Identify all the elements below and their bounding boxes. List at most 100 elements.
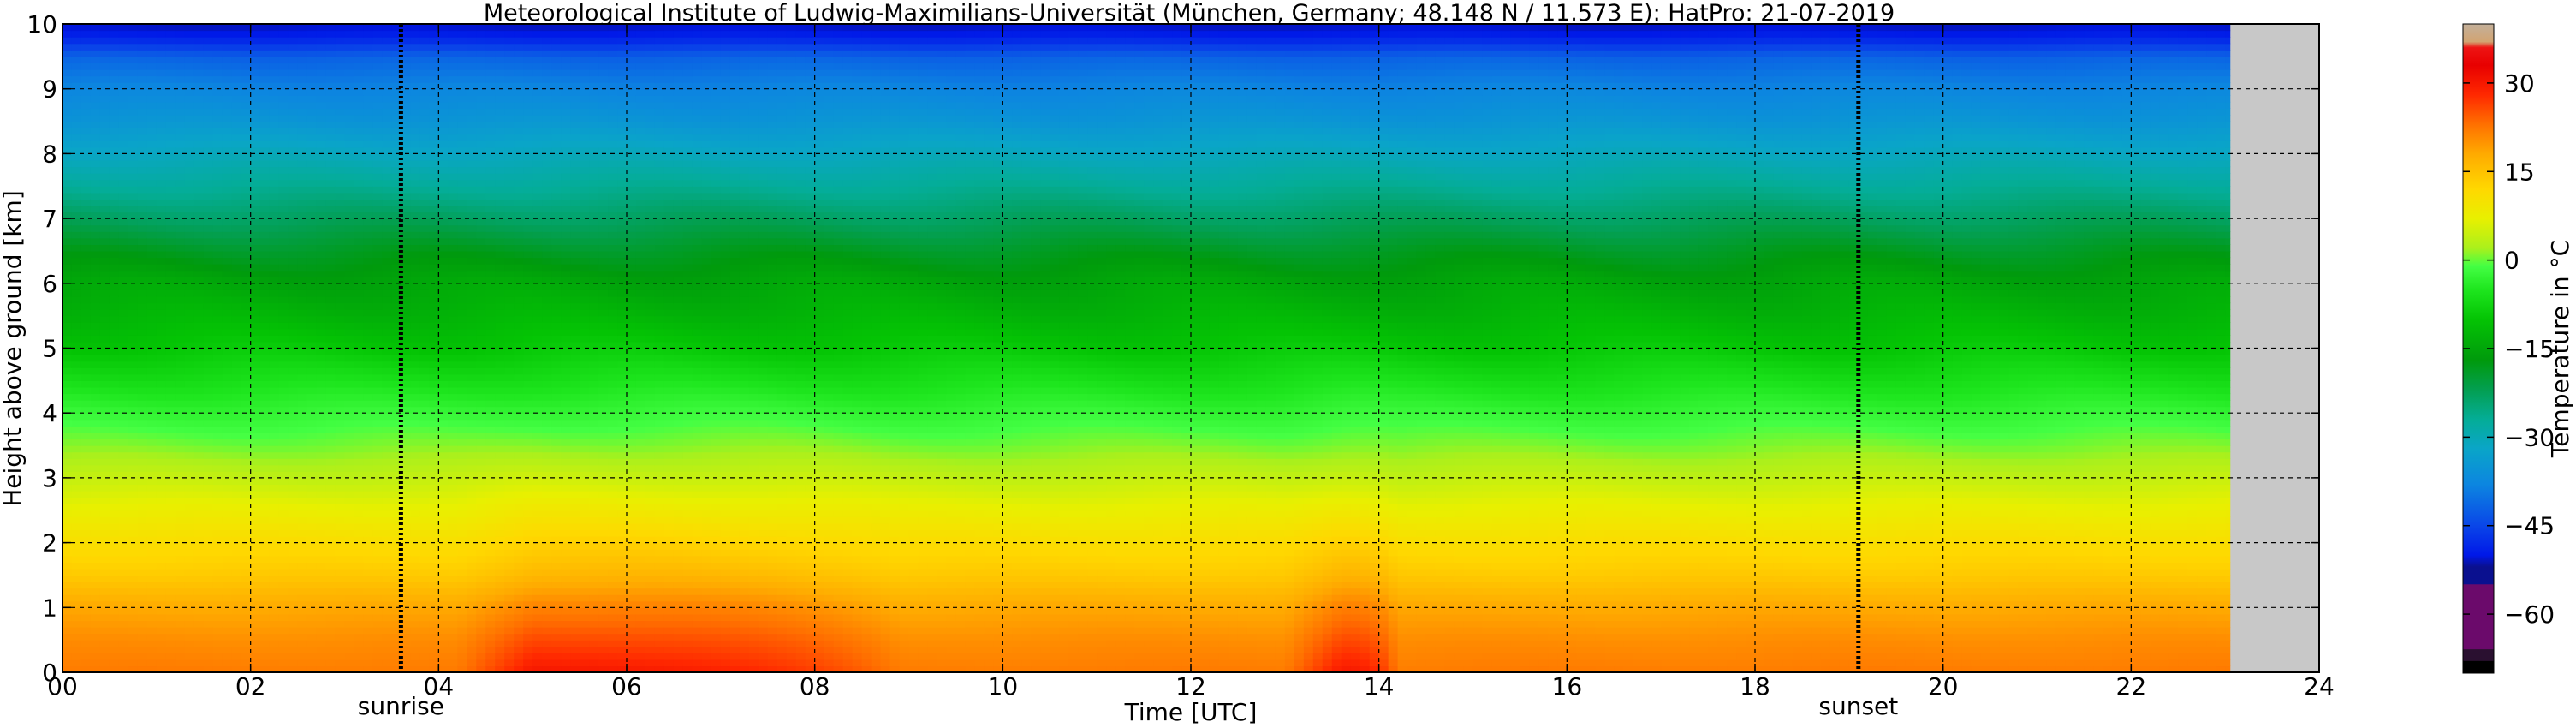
heatmap-cell [288,224,299,232]
heatmap-cell [259,134,271,141]
heatmap-cell [325,315,336,323]
heatmap-cell [372,30,384,38]
heatmap-cell [259,549,271,557]
heatmap-cell [410,218,420,226]
heatmap-cell [203,75,214,83]
heatmap-cell [429,361,439,368]
heatmap-cell [410,192,420,200]
heatmap-cell [372,646,384,653]
heatmap-cell [514,529,524,537]
heatmap-cell [99,529,110,537]
heatmap-cell [448,445,458,453]
heatmap-cell [288,510,299,517]
heatmap-cell [306,277,318,284]
heatmap-cell [372,367,384,375]
heatmap-cell [128,302,139,310]
heatmap-cell [128,665,139,673]
heatmap-cell [354,295,365,304]
heatmap-cell [297,277,308,284]
heatmap-cell [410,594,420,602]
heatmap-cell [99,192,110,200]
heatmap-cell [269,536,280,544]
heatmap-cell [278,218,289,226]
heatmap-cell [269,24,280,32]
heatmap-cell [80,348,92,355]
heatmap-cell [278,82,289,90]
heatmap-cell [156,186,167,194]
heatmap-cell [212,432,223,440]
heatmap-cell [156,355,167,362]
heatmap-cell [448,549,458,557]
heatmap-cell [457,542,467,550]
heatmap-cell [241,549,252,557]
heatmap-cell [165,283,176,290]
heatmap-cell [278,277,289,284]
heatmap-cell [128,575,139,582]
heatmap-cell [90,283,101,290]
heatmap-cell [372,257,384,265]
heatmap-cell [278,30,289,38]
heatmap-cell [316,212,327,219]
heatmap-cell [222,335,233,343]
heatmap-cell [297,504,308,511]
heatmap-cell [259,257,271,265]
heatmap-cell [410,536,420,544]
heatmap-cell [71,108,82,116]
heatmap-cell [297,665,308,673]
heatmap-cell [297,439,308,446]
heatmap-cell [212,549,223,557]
heatmap-cell [175,522,186,531]
heatmap-cell [354,633,365,641]
heatmap-cell [156,400,167,408]
heatmap-cell [363,380,374,388]
heatmap-cell [222,607,233,615]
heatmap-cell [269,250,280,259]
heatmap-cell [372,600,384,608]
heatmap-cell [382,613,393,622]
heatmap-cell [457,244,467,252]
heatmap-cell [62,179,73,187]
heatmap-cell [146,75,158,83]
heatmap-cell [344,393,355,401]
heatmap-cell [429,166,439,174]
heatmap-cell [278,153,289,161]
heatmap-cell [325,108,336,116]
heatmap-cell [335,140,346,148]
heatmap-cell [250,445,261,453]
heatmap-cell [259,237,271,245]
heatmap-cell [109,426,120,433]
heatmap-cell [316,582,327,589]
heatmap-cell [71,627,82,635]
heatmap-cell [335,445,346,453]
heatmap-cell [382,128,393,135]
heatmap-cell [231,257,242,265]
heatmap-cell [372,613,384,622]
heatmap-cell [382,289,393,297]
heatmap-cell [99,114,110,122]
heatmap-cell [382,504,393,511]
heatmap-cell [278,522,289,531]
heatmap-cell [203,88,214,96]
heatmap-cell [372,633,384,641]
heatmap-cell [316,640,327,647]
heatmap-cell [354,439,365,446]
heatmap-cell [410,477,420,486]
heatmap-cell [288,50,299,57]
heatmap-cell [306,218,318,226]
heatmap-cell [269,355,280,362]
heatmap-cell [193,212,205,219]
heatmap-cell [146,555,158,563]
heatmap-cell [382,37,393,45]
heatmap-cell [476,250,486,259]
heatmap-cell [335,237,346,245]
heatmap-cell [457,497,467,504]
heatmap-cell [401,56,411,64]
heatmap-cell [241,633,252,641]
heatmap-cell [316,419,327,427]
heatmap-cell [391,283,402,290]
heatmap-cell [401,302,411,310]
heatmap-cell [156,451,167,459]
heatmap-cell [504,322,515,330]
heatmap-cell [410,56,420,64]
heatmap-cell [259,140,271,148]
